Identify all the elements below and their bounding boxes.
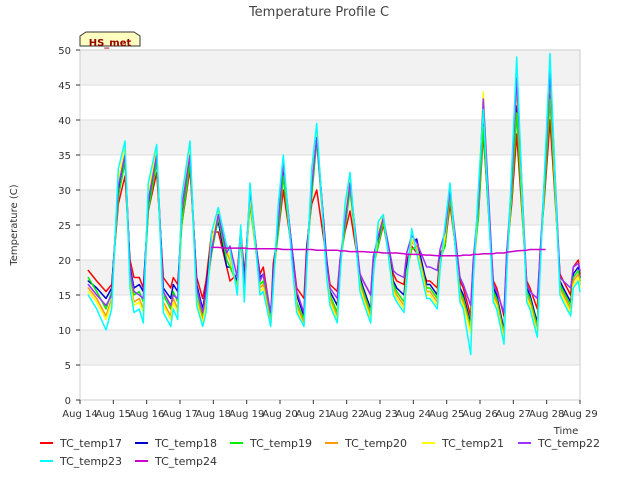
x-tick-label: Aug 17	[162, 409, 197, 420]
x-axis-label: Time	[553, 426, 578, 437]
y-tick-label: 30	[58, 186, 71, 197]
legend-item: TC_temp18	[135, 437, 217, 450]
legend-item: TC_temp21	[422, 437, 504, 450]
legend-label: TC_temp24	[154, 455, 217, 468]
annotation-box: HS_met	[79, 31, 141, 49]
x-tick-label: Aug 20	[262, 409, 297, 420]
y-axis-ticks: 0 5 10 15 20 25 30 35 40 45 50	[58, 46, 80, 407]
background-band	[80, 50, 580, 85]
x-tick-label: Aug 21	[296, 409, 331, 420]
x-tick-label: Aug 15	[96, 409, 131, 420]
y-tick-label: 40	[58, 116, 71, 127]
legend-item: TC_temp24	[135, 455, 217, 468]
chart-title: Temperature Profile C	[248, 5, 389, 20]
x-tick-label: Aug 26	[462, 409, 497, 420]
series-line-tc-temp22	[87, 70, 581, 314]
background-band	[80, 120, 580, 155]
x-tick-label: Aug 25	[429, 409, 464, 420]
legend-label: TC_temp18	[154, 437, 217, 450]
background-band	[80, 190, 580, 225]
legend-item: TC_temp20	[325, 437, 407, 450]
y-axis-label: Temperature (C)	[9, 184, 20, 266]
background-bands	[80, 50, 580, 365]
y-tick-label: 0	[65, 396, 71, 407]
x-tick-label: Aug 18	[196, 409, 231, 420]
y-tick-label: 20	[58, 256, 71, 267]
legend-label: TC_temp23	[59, 455, 122, 468]
legend: TC_temp17 TC_temp18 TC_temp19 TC_temp20 TC_t…	[40, 437, 600, 468]
y-tick-label: 10	[58, 326, 71, 337]
x-tick-label: Aug 28	[529, 409, 564, 420]
y-tick-label: 5	[65, 361, 71, 372]
x-tick-label: Aug 19	[229, 409, 264, 420]
x-tick-label: Aug 22	[329, 409, 364, 420]
y-tick-label: 35	[58, 151, 71, 162]
legend-item: TC_temp22	[518, 437, 600, 450]
background-band	[80, 330, 580, 365]
y-tick-label: 50	[58, 46, 71, 57]
legend-label: TC_temp20	[344, 437, 407, 450]
legend-label: TC_temp22	[537, 437, 600, 450]
x-tick-label: Aug 23	[362, 409, 397, 420]
y-tick-label: 25	[58, 221, 71, 232]
annotation-shape	[79, 31, 141, 47]
x-tick-label: Aug 29	[562, 409, 597, 420]
annotation-label: HS_met	[89, 38, 132, 49]
legend-label: TC_temp21	[441, 437, 504, 450]
series-line-tc-temp23	[87, 52, 581, 356]
x-tick-label: Aug 14	[62, 409, 97, 420]
legend-item: TC_temp17	[40, 437, 122, 450]
series-line-tc-temp24	[210, 246, 546, 257]
y-tick-label: 45	[58, 81, 71, 92]
legend-label: TC_temp17	[59, 437, 122, 450]
x-tick-label: Aug 24	[396, 409, 431, 420]
series-lines	[87, 52, 581, 356]
legend-item: TC_temp23	[40, 455, 122, 468]
y-tick-label: 15	[58, 291, 71, 302]
x-tick-label: Aug 27	[496, 409, 531, 420]
legend-label: TC_temp19	[249, 437, 312, 450]
legend-item: TC_temp19	[230, 437, 312, 450]
x-tick-label: Aug 16	[129, 409, 164, 420]
